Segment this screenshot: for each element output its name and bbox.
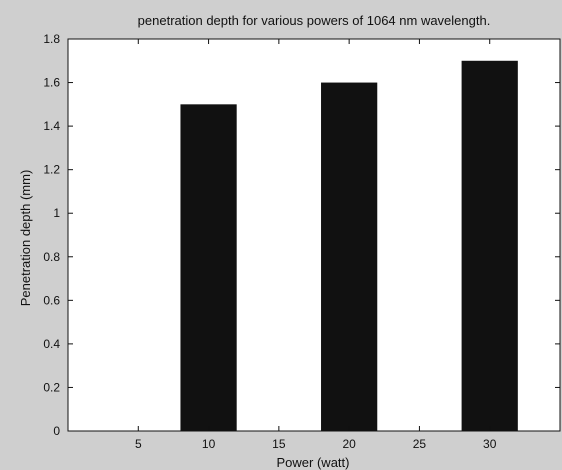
x-tick-label: 15 — [272, 437, 286, 451]
x-axis-label: Power (watt) — [277, 455, 350, 470]
y-tick-label: 0 — [53, 424, 60, 438]
x-tick-label: 25 — [413, 437, 427, 451]
y-axis-ticks: 0 0.2 0.4 0.6 0.8 1 1.2 1.4 1.6 1.8 — [43, 32, 560, 438]
x-tick-label: 10 — [202, 437, 216, 451]
y-tick-label: 1.6 — [43, 76, 60, 90]
x-tick-label: 20 — [342, 437, 356, 451]
bar-series — [180, 60, 518, 431]
x-tick-label: 30 — [483, 437, 497, 451]
y-tick-label: 1.8 — [43, 32, 60, 46]
bar — [321, 82, 378, 431]
y-tick-label: 0.2 — [43, 380, 60, 394]
y-tick-label: 0.8 — [43, 250, 60, 264]
y-tick-label: 0.6 — [43, 293, 60, 307]
bar — [180, 104, 237, 431]
bar — [461, 60, 518, 431]
x-tick-label: 5 — [135, 437, 142, 451]
y-tick-label: 1 — [53, 206, 60, 220]
y-tick-label: 1.2 — [43, 163, 60, 177]
y-tick-label: 0.4 — [43, 337, 60, 351]
chart-title: penetration depth for various powers of … — [138, 13, 491, 28]
y-axis-label: Penetration depth (mm) — [18, 170, 33, 307]
y-tick-label: 1.4 — [43, 119, 60, 133]
x-axis-ticks: 5 10 15 20 25 30 — [135, 39, 497, 451]
